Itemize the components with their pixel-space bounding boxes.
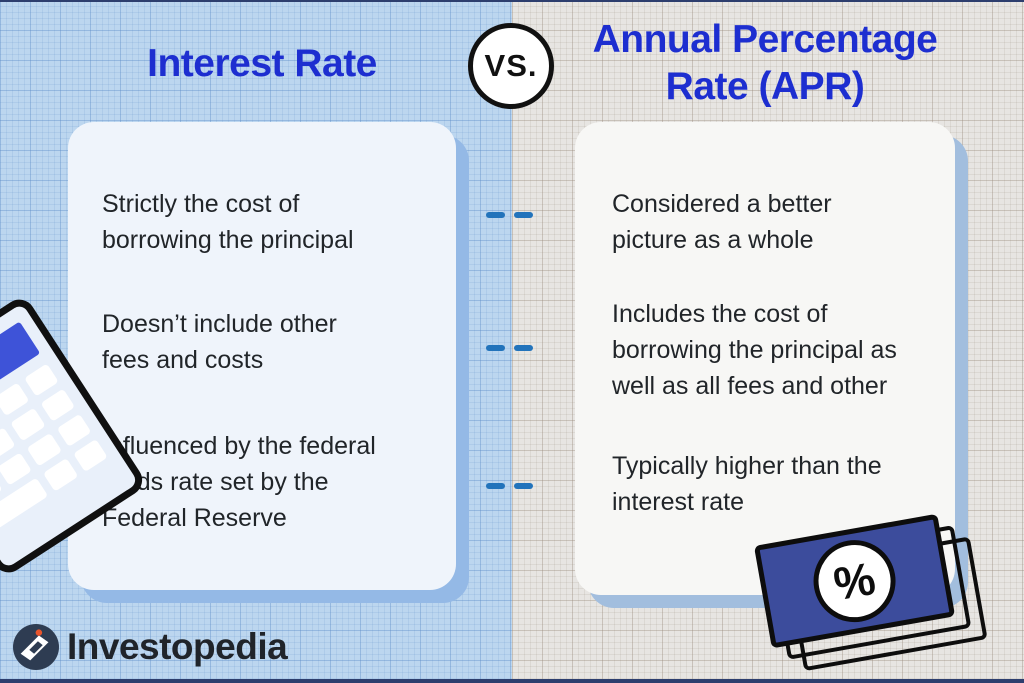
- point-line: borrowing the principal: [102, 226, 354, 254]
- point-line: Doesn’t include other: [102, 310, 337, 338]
- separator-dashes-3: [486, 483, 533, 489]
- dash-icon: [486, 483, 505, 489]
- calculator-key: [42, 458, 78, 492]
- separator-dashes-2: [486, 345, 533, 351]
- dash-icon: [514, 483, 533, 489]
- calculator-key: [0, 452, 32, 486]
- calculator-key: [72, 438, 108, 473]
- apr-title: Annual Percentage Rate (APR): [575, 16, 955, 110]
- interest-rate-title: Interest Rate: [147, 42, 377, 85]
- investopedia-wordmark: Investopedia: [67, 626, 288, 667]
- point-line: interest rate: [612, 488, 745, 516]
- apr-point-2: Includes the cost of borrowing the princ…: [612, 296, 933, 404]
- point-line: picture as a whole: [612, 226, 814, 254]
- apr-title-line2: Rate (APR): [665, 65, 865, 108]
- point-line: Considered a better: [612, 190, 832, 218]
- dash-icon: [514, 212, 533, 218]
- percent-icon: %: [807, 533, 903, 629]
- point-line: fees and costs: [102, 346, 264, 374]
- investopedia-logo-icon: [13, 624, 59, 670]
- vs-label: VS.: [484, 48, 538, 83]
- vs-badge: VS.: [468, 23, 554, 109]
- top-edge-strip: [0, 0, 1024, 2]
- calculator-key: [23, 363, 59, 397]
- calculator-key: [26, 433, 62, 467]
- point-line: well as all fees and other: [612, 372, 888, 400]
- calculator-key: [10, 407, 46, 442]
- point-line: Federal Reserve: [102, 504, 287, 532]
- bottom-edge-strip: [0, 679, 1024, 683]
- calculator-key: [56, 413, 92, 448]
- apr-point-3: Typically higher than the interest rate: [612, 448, 933, 520]
- apr-card: Considered a better picture as a whole I…: [575, 122, 955, 595]
- separator-dashes-1: [486, 212, 533, 218]
- dash-icon: [514, 345, 533, 351]
- point-line: borrowing the principal as: [612, 336, 897, 364]
- apr-title-line1: Annual Percentage: [592, 18, 938, 61]
- interest-rate-point-3: Influenced by the federal funds rate set…: [102, 428, 434, 536]
- interest-rate-point-1: Strictly the cost of borrowing the princ…: [102, 186, 434, 258]
- interest-rate-card: Strictly the cost of borrowing the princ…: [68, 122, 456, 590]
- interest-rate-point-2: Doesn’t include other fees and costs: [102, 306, 434, 378]
- point-line: Includes the cost of: [612, 300, 828, 328]
- apr-point-1: Considered a better picture as a whole: [612, 186, 933, 258]
- point-line: Typically higher than the: [612, 452, 882, 480]
- calculator-key: [0, 477, 49, 531]
- calculator-key: [0, 382, 29, 417]
- calculator-key: [40, 388, 76, 423]
- dash-icon: [486, 212, 505, 218]
- point-line: Influenced by the federal: [102, 432, 376, 460]
- dash-icon: [486, 345, 505, 351]
- point-line: Strictly the cost of: [102, 190, 300, 218]
- investopedia-logo: Investopedia: [13, 624, 288, 670]
- point-line: funds rate set by the: [102, 468, 329, 496]
